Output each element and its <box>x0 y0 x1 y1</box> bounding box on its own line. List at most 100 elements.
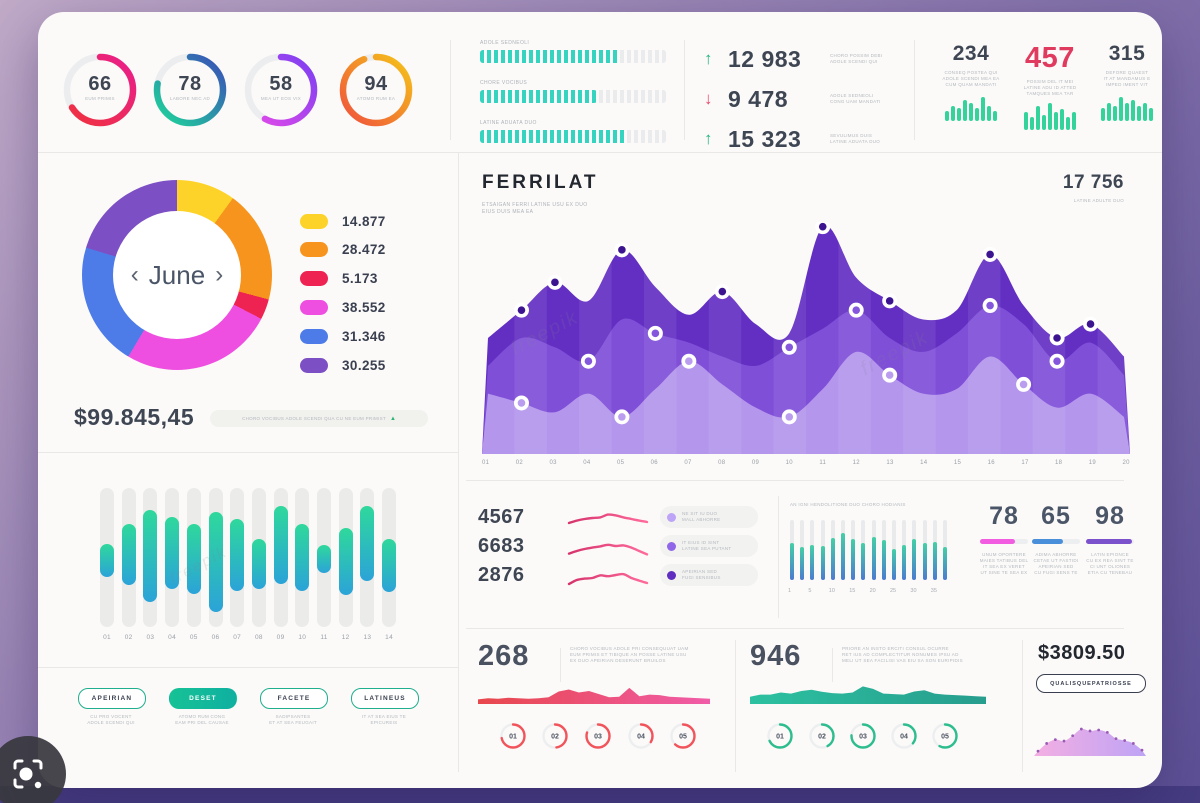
ring-05[interactable]: 05 <box>669 722 697 755</box>
candle-x-label: 14 <box>385 634 394 641</box>
candle-pill[interactable] <box>100 543 114 577</box>
spark-stat-value: 4567 <box>478 506 525 528</box>
sparkline <box>566 508 650 535</box>
candle-pill[interactable] <box>382 539 397 593</box>
legend-value: 14.877 <box>342 213 386 229</box>
bar-x-label: 35 <box>930 588 937 594</box>
mini-stat-caption: CONSEQ POSTEA QUI ADOLE SCENDI MEA EA CUM … <box>936 70 1006 88</box>
caption-line: LATIN EPIONCE <box>1091 552 1129 557</box>
mini-stat-value: 457 <box>1025 42 1075 74</box>
bar <box>1030 117 1034 130</box>
x-axis-label: 10 <box>785 460 793 466</box>
candle-x-label: 03 <box>146 634 155 641</box>
ring-05[interactable]: 05 <box>931 722 959 755</box>
ring-02[interactable]: 02 <box>541 722 569 755</box>
bar <box>993 111 997 121</box>
candle-x-label: 09 <box>276 634 285 641</box>
score-track <box>1086 539 1134 544</box>
candle-pill[interactable] <box>273 506 288 584</box>
pink-area-chart <box>1034 702 1146 761</box>
candle-x-label: 02 <box>124 634 133 641</box>
bar <box>1101 108 1105 121</box>
progress-ring: 04 <box>891 723 917 749</box>
caption-line: FUGI SENSIBUS <box>682 575 721 580</box>
progress-track[interactable] <box>480 130 666 143</box>
caption-line: ADOLE SCENDI MEA EA <box>942 76 1000 81</box>
candle-pill[interactable] <box>338 528 353 596</box>
caption-line: EPICUREIS <box>370 720 398 725</box>
money-button[interactable]: QUALISQUEPATRIOSSE <box>1036 674 1146 693</box>
candle-pill[interactable] <box>143 510 158 602</box>
candle-x-label: 13 <box>363 634 372 641</box>
caption-line: CI UNT OLIONES <box>1089 564 1131 569</box>
candle-pill[interactable] <box>317 544 331 573</box>
ring-01[interactable]: 01 <box>499 722 527 755</box>
x-axis-label: 20 <box>1122 460 1130 466</box>
caption-line: MELI UT SEA FACILISI VAS EIU SA SON EURI… <box>842 658 963 663</box>
progress-ring: 05 <box>670 723 696 749</box>
x-axis-label: 01 <box>482 460 490 466</box>
legend-item: 14.877 <box>300 210 386 232</box>
x-axis-label: 14 <box>920 460 928 466</box>
progress-track[interactable] <box>480 50 666 63</box>
svg-text:01: 01 <box>509 734 517 741</box>
candle-pill[interactable] <box>360 506 375 582</box>
bar <box>1149 108 1153 121</box>
up-arrow-icon: ↑ <box>704 129 713 148</box>
prev-month-chevron[interactable]: ‹ <box>130 261 139 288</box>
ring-04[interactable]: 04 <box>627 722 655 755</box>
layered-area-svg <box>482 219 1130 454</box>
down-arrow-icon: ↓ <box>704 89 713 108</box>
caption-line: TAMQUES MEA TAR <box>1026 91 1074 96</box>
x-axis-label: 16 <box>987 460 995 466</box>
ring-04[interactable]: 04 <box>890 722 918 755</box>
progress-ring: 01 <box>500 723 526 749</box>
mini-stat-234: 234 CONSEQ POSTEA QUI ADOLE SCENDI MEA EA C… <box>936 42 1006 121</box>
ring-02[interactable]: 02 <box>808 722 836 755</box>
ring-03[interactable]: 03 <box>584 722 612 755</box>
button-apeirian[interactable]: APEIRIAN <box>78 688 146 709</box>
lens-button[interactable] <box>0 736 66 803</box>
divider <box>560 648 561 682</box>
score-caption: UNUM OPORTERE MAIES TATIBUS DEL IT SEA EX … <box>978 552 1030 576</box>
area-chart-stat: 17 756 <box>1062 172 1124 193</box>
legend-chip <box>300 213 328 229</box>
progress-ring: 03 <box>585 723 611 749</box>
arrow-stat-value: 12 983 <box>728 45 802 72</box>
arrow-stat-value: 9 478 <box>728 85 789 112</box>
subtitle-line: ETSAIGAN FERRI LATINE USU EX DUO <box>482 202 588 208</box>
caption-line: DEFORE QUAEST <box>1105 70 1149 75</box>
caption-line: IT AT SEA EIUS TE <box>361 714 407 719</box>
ring-03[interactable]: 03 <box>849 722 877 755</box>
caption-line: ADOLE SCENDI QUI <box>87 720 135 725</box>
candle-pill[interactable] <box>208 511 223 612</box>
bar <box>957 108 961 121</box>
caption-line: IMPED IMENT VIT <box>1105 82 1149 87</box>
button-deset[interactable]: DESET <box>169 688 237 709</box>
progress-track[interactable] <box>480 90 666 103</box>
ring-01[interactable]: 01 <box>766 722 794 755</box>
candle-pill[interactable] <box>165 517 180 590</box>
score-track <box>980 539 1028 544</box>
x-axis-label: 02 <box>515 460 524 466</box>
caption-line: CETAE UT FASTIDI <box>1033 558 1079 563</box>
candle-pill[interactable] <box>121 524 136 586</box>
caption-line: LATINE ADUATA DUO <box>830 139 881 144</box>
bar <box>1060 109 1064 130</box>
candle-pill[interactable] <box>251 539 266 590</box>
total-badge[interactable]: CHORO VOCIBUS ADOLE SCENDI QUA CU NE EUM… <box>210 410 428 427</box>
candle-pill[interactable] <box>230 518 245 591</box>
divider <box>466 480 1124 481</box>
button-facete[interactable]: FACETE <box>260 688 328 709</box>
button-latineus[interactable]: LATINEUS <box>351 688 419 709</box>
candle-pill[interactable] <box>186 524 201 594</box>
gauge-caption: LABORE NEC AD <box>169 96 211 101</box>
legend-item: 31.346 <box>300 325 386 347</box>
bar <box>1107 102 1111 121</box>
caption-line: ADOLE SCENDI QUI <box>830 59 878 64</box>
next-month-chevron[interactable]: › <box>215 261 224 288</box>
divider <box>38 152 1162 153</box>
score-value: 98 <box>1095 502 1125 530</box>
candle-pill[interactable] <box>295 524 310 591</box>
